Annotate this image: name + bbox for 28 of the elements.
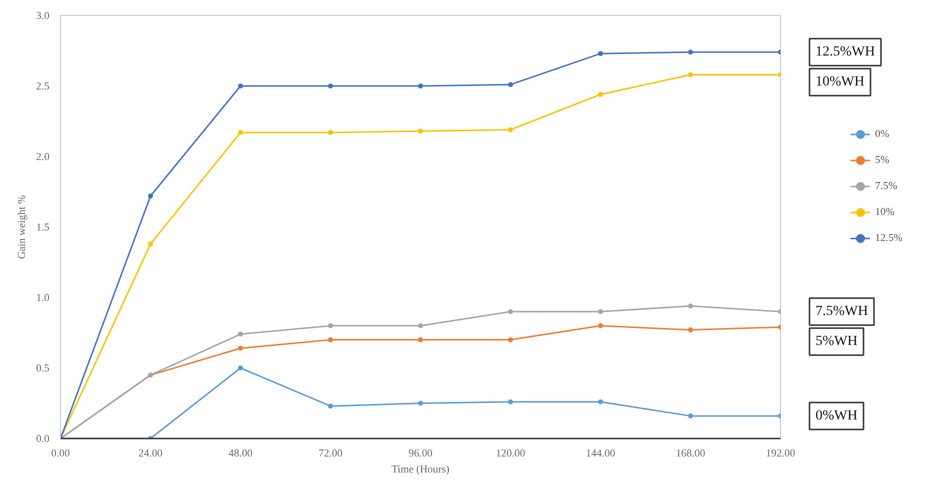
text: 12.5%WH — [816, 44, 875, 60]
x-tick-label: 168.00 — [676, 448, 706, 460]
x-axis-title: Time (Hours) — [392, 464, 450, 476]
legend-label: 7.5% — [875, 180, 898, 192]
y-tick-label: 0.0 — [36, 434, 50, 445]
legend-label: 0% — [875, 128, 890, 140]
y-tick-label: 0.5 — [36, 364, 50, 374]
text: 5%WH — [816, 334, 858, 350]
y-tick-label: 1.5 — [36, 222, 50, 234]
x-tick-label: 192.00 — [766, 448, 796, 460]
x-tick-label: 72.00 — [318, 448, 342, 460]
x-tick-label: 24.00 — [138, 448, 162, 460]
y-tick-label: 1.0 — [36, 293, 50, 304]
legend-label: 5% — [875, 154, 890, 166]
text: 10%WH — [816, 74, 864, 90]
legend-label: 10% — [875, 206, 895, 218]
x-tick-label: 144.00 — [586, 448, 616, 460]
x-tick-label: 0.00 — [51, 448, 70, 460]
legend-label: 12.5% — [875, 232, 903, 244]
y-tick-label: 3.0 — [36, 11, 50, 22]
y-tick-label: 2.0 — [36, 152, 50, 163]
x-tick-label: 96.00 — [408, 448, 432, 460]
text: 7.5%WH — [816, 304, 868, 320]
x-tick-label: 120.00 — [496, 448, 526, 460]
y-tick-label: 2.5 — [36, 82, 50, 92]
x-tick-label: 48.00 — [228, 448, 252, 460]
y-axis-title: Gain weight % — [17, 194, 28, 259]
text: 0%WH — [816, 408, 858, 424]
